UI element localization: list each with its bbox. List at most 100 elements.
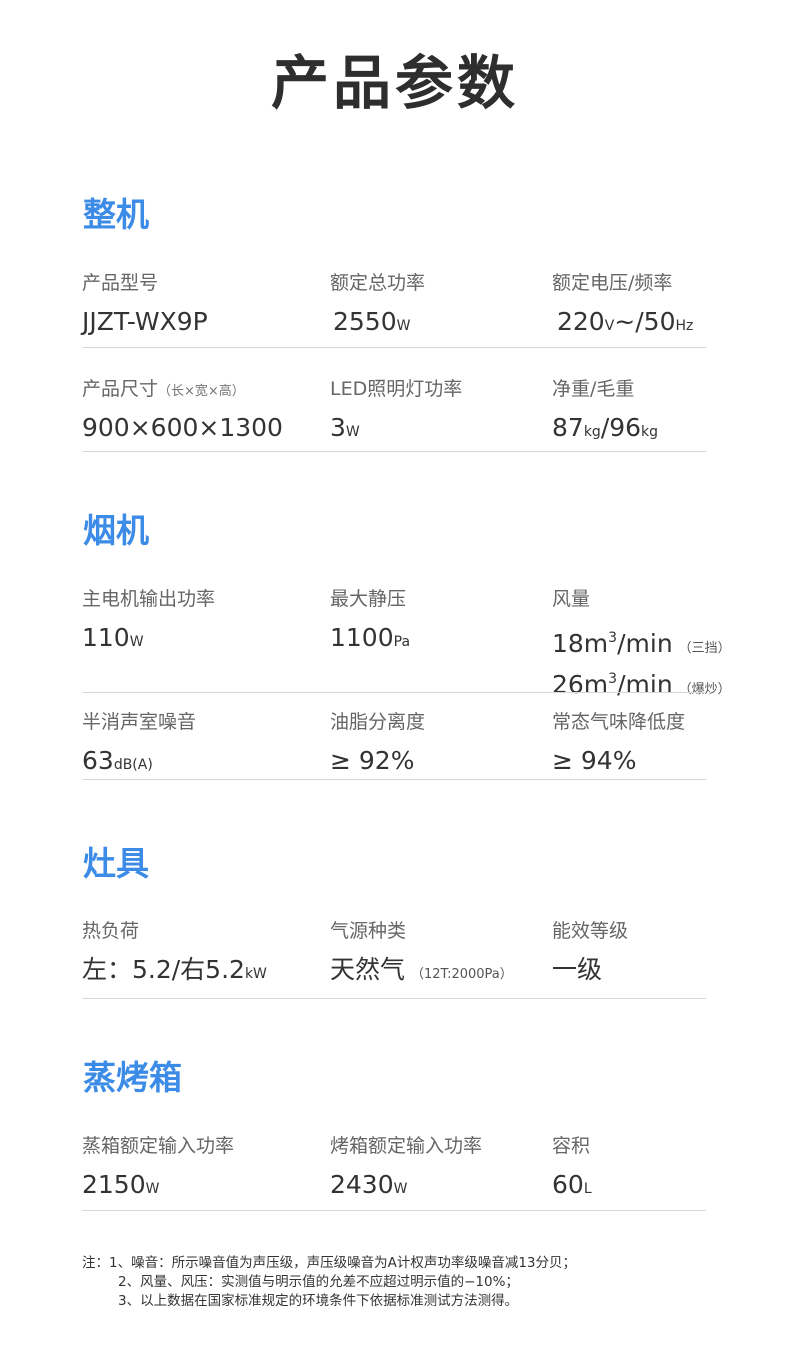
unit: W <box>129 634 144 650</box>
spec-label-text: 容积 <box>552 1135 591 1157</box>
spec-label-text: 蒸箱额定输入功率 <box>82 1135 235 1157</box>
spec-label: 净重/毛重 <box>552 374 658 401</box>
spec-item: 气源种类天然气 （12T:2000Pa） <box>330 916 513 990</box>
spec-value: 2150W <box>82 1170 234 1204</box>
spec-label-text: 气源种类 <box>330 920 407 942</box>
unit: W <box>396 318 411 334</box>
spec-label-text: 主电机输出功率 <box>82 588 216 610</box>
section-title: 灶具 <box>83 844 149 883</box>
value-text: 63 <box>82 746 114 775</box>
divider <box>82 779 706 780</box>
spec-item: 能效等级 一级 <box>552 916 628 985</box>
spec-value: 18m3/min （三挡） 26m3/min （爆炒） <box>552 623 731 705</box>
spec-value: ≥ 94% <box>552 746 685 776</box>
spec-value: 87kg/96kg <box>552 413 658 447</box>
unit: V <box>604 318 615 334</box>
spec-item: 产品型号 JJZT-WX9P <box>82 268 208 337</box>
spec-value: 左：5.2/右5.2kW <box>82 955 267 989</box>
section-title: 整机 <box>83 195 149 234</box>
value-text: ≥ 94% <box>552 746 637 775</box>
spec-label: LED照明灯功率 <box>330 374 462 401</box>
value-text: 110 <box>82 623 130 652</box>
value-text: ~/50 <box>614 307 676 336</box>
spec-label: 最大静压 <box>330 584 410 611</box>
value-text: 3 <box>330 413 346 442</box>
spec-item: 主电机输出功率 110W <box>82 584 215 657</box>
spec-value: 63dB(A) <box>82 746 196 780</box>
value-text: /min <box>617 629 673 658</box>
spec-label: 额定电压/频率 <box>552 268 693 295</box>
spec-label-text: 最大静压 <box>330 588 407 610</box>
spec-item: 净重/毛重 87kg/96kg <box>552 374 658 447</box>
section-title: 烟机 <box>83 511 149 550</box>
value-text: 60 <box>552 1170 584 1199</box>
value-note: （三挡） <box>678 641 731 656</box>
spec-label-text: 产品型号 <box>82 272 159 294</box>
spec-label: 产品型号 <box>82 268 208 295</box>
spec-item: LED照明灯功率 3W <box>330 374 462 447</box>
value-text: 天然气 <box>330 955 406 984</box>
value-text: 一级 <box>552 955 603 984</box>
divider <box>82 692 706 693</box>
spec-value: 2430W <box>330 1170 482 1204</box>
spec-label: 气源种类 <box>330 916 513 943</box>
superscript: 3 <box>608 630 618 646</box>
value-text: 1100 <box>330 623 394 652</box>
note-3: 3、以上数据在国家标准规定的环境条件下依据标准测试方法测得。 <box>118 1293 519 1309</box>
unit: L <box>583 1181 592 1197</box>
value-text: ≥ 92% <box>330 746 415 775</box>
spec-item: 额定电压/频率 220V~/50Hz <box>552 268 693 341</box>
spec-item: 产品尺寸（长×宽×高） 900×600×1300 <box>82 374 283 443</box>
value-text: 26m <box>552 670 609 699</box>
spec-label-text: 油脂分离度 <box>330 711 426 733</box>
spec-value: 3W <box>330 413 462 447</box>
spec-item: 半消声室噪音 63dB(A) <box>82 707 196 780</box>
spec-item: 热负荷左：5.2/右5.2kW <box>82 916 267 989</box>
divider <box>82 998 706 999</box>
spec-label: 热负荷 <box>82 916 267 943</box>
spec-label: 主电机输出功率 <box>82 584 215 611</box>
spec-item: 风量 18m3/min （三挡） 26m3/min （爆炒） <box>552 584 731 705</box>
unit: W <box>145 1181 160 1197</box>
spec-label-text: 能效等级 <box>552 920 629 942</box>
value-note: （12T:2000Pa） <box>411 967 513 982</box>
value-note: （爆炒） <box>678 682 731 697</box>
spec-label: 产品尺寸（长×宽×高） <box>82 374 283 401</box>
value-text: 2550 <box>333 307 397 336</box>
unit: Hz <box>675 318 694 334</box>
spec-label: 能效等级 <box>552 916 628 943</box>
spec-value: 天然气 （12T:2000Pa） <box>330 955 513 990</box>
page-title: 产品参数 <box>270 49 519 117</box>
spec-value: 60L <box>552 1170 592 1204</box>
spec-label-text: 烤箱额定输入功率 <box>330 1135 483 1157</box>
unit: Pa <box>393 634 411 650</box>
unit: kg <box>583 424 601 440</box>
spec-value: 900×600×1300 <box>82 413 283 443</box>
unit: kg <box>641 424 659 440</box>
spec-label-text: 额定总功率 <box>330 272 426 294</box>
unit: kW <box>244 966 267 982</box>
divider <box>82 451 706 452</box>
spec-label-text: LED照明灯功率 <box>330 378 463 400</box>
value-text: 87 <box>552 413 584 442</box>
spec-label: 容积 <box>552 1131 592 1158</box>
spec-label: 半消声室噪音 <box>82 707 196 734</box>
spec-label: 风量 <box>552 584 731 611</box>
divider <box>82 347 706 348</box>
spec-label-text: 额定电压/频率 <box>552 272 673 294</box>
spec-label-text: 风量 <box>552 588 591 610</box>
value-text: 2430 <box>330 1170 394 1199</box>
spec-item: 容积 60L <box>552 1131 592 1204</box>
spec-item: 烤箱额定输入功率 2430W <box>330 1131 482 1204</box>
superscript: 3 <box>608 671 618 687</box>
unit: W <box>345 424 360 440</box>
section-title: 蒸烤箱 <box>83 1058 182 1097</box>
spec-item: 油脂分离度 ≥ 92% <box>330 707 425 776</box>
divider <box>82 1210 706 1211</box>
spec-item: 额定总功率 2550W <box>330 268 425 341</box>
value-text: 900×600×1300 <box>82 413 283 442</box>
value-text: JJZT-WX9P <box>82 307 208 336</box>
spec-label: 额定总功率 <box>330 268 425 295</box>
spec-label-text: 常态气味降低度 <box>552 711 686 733</box>
